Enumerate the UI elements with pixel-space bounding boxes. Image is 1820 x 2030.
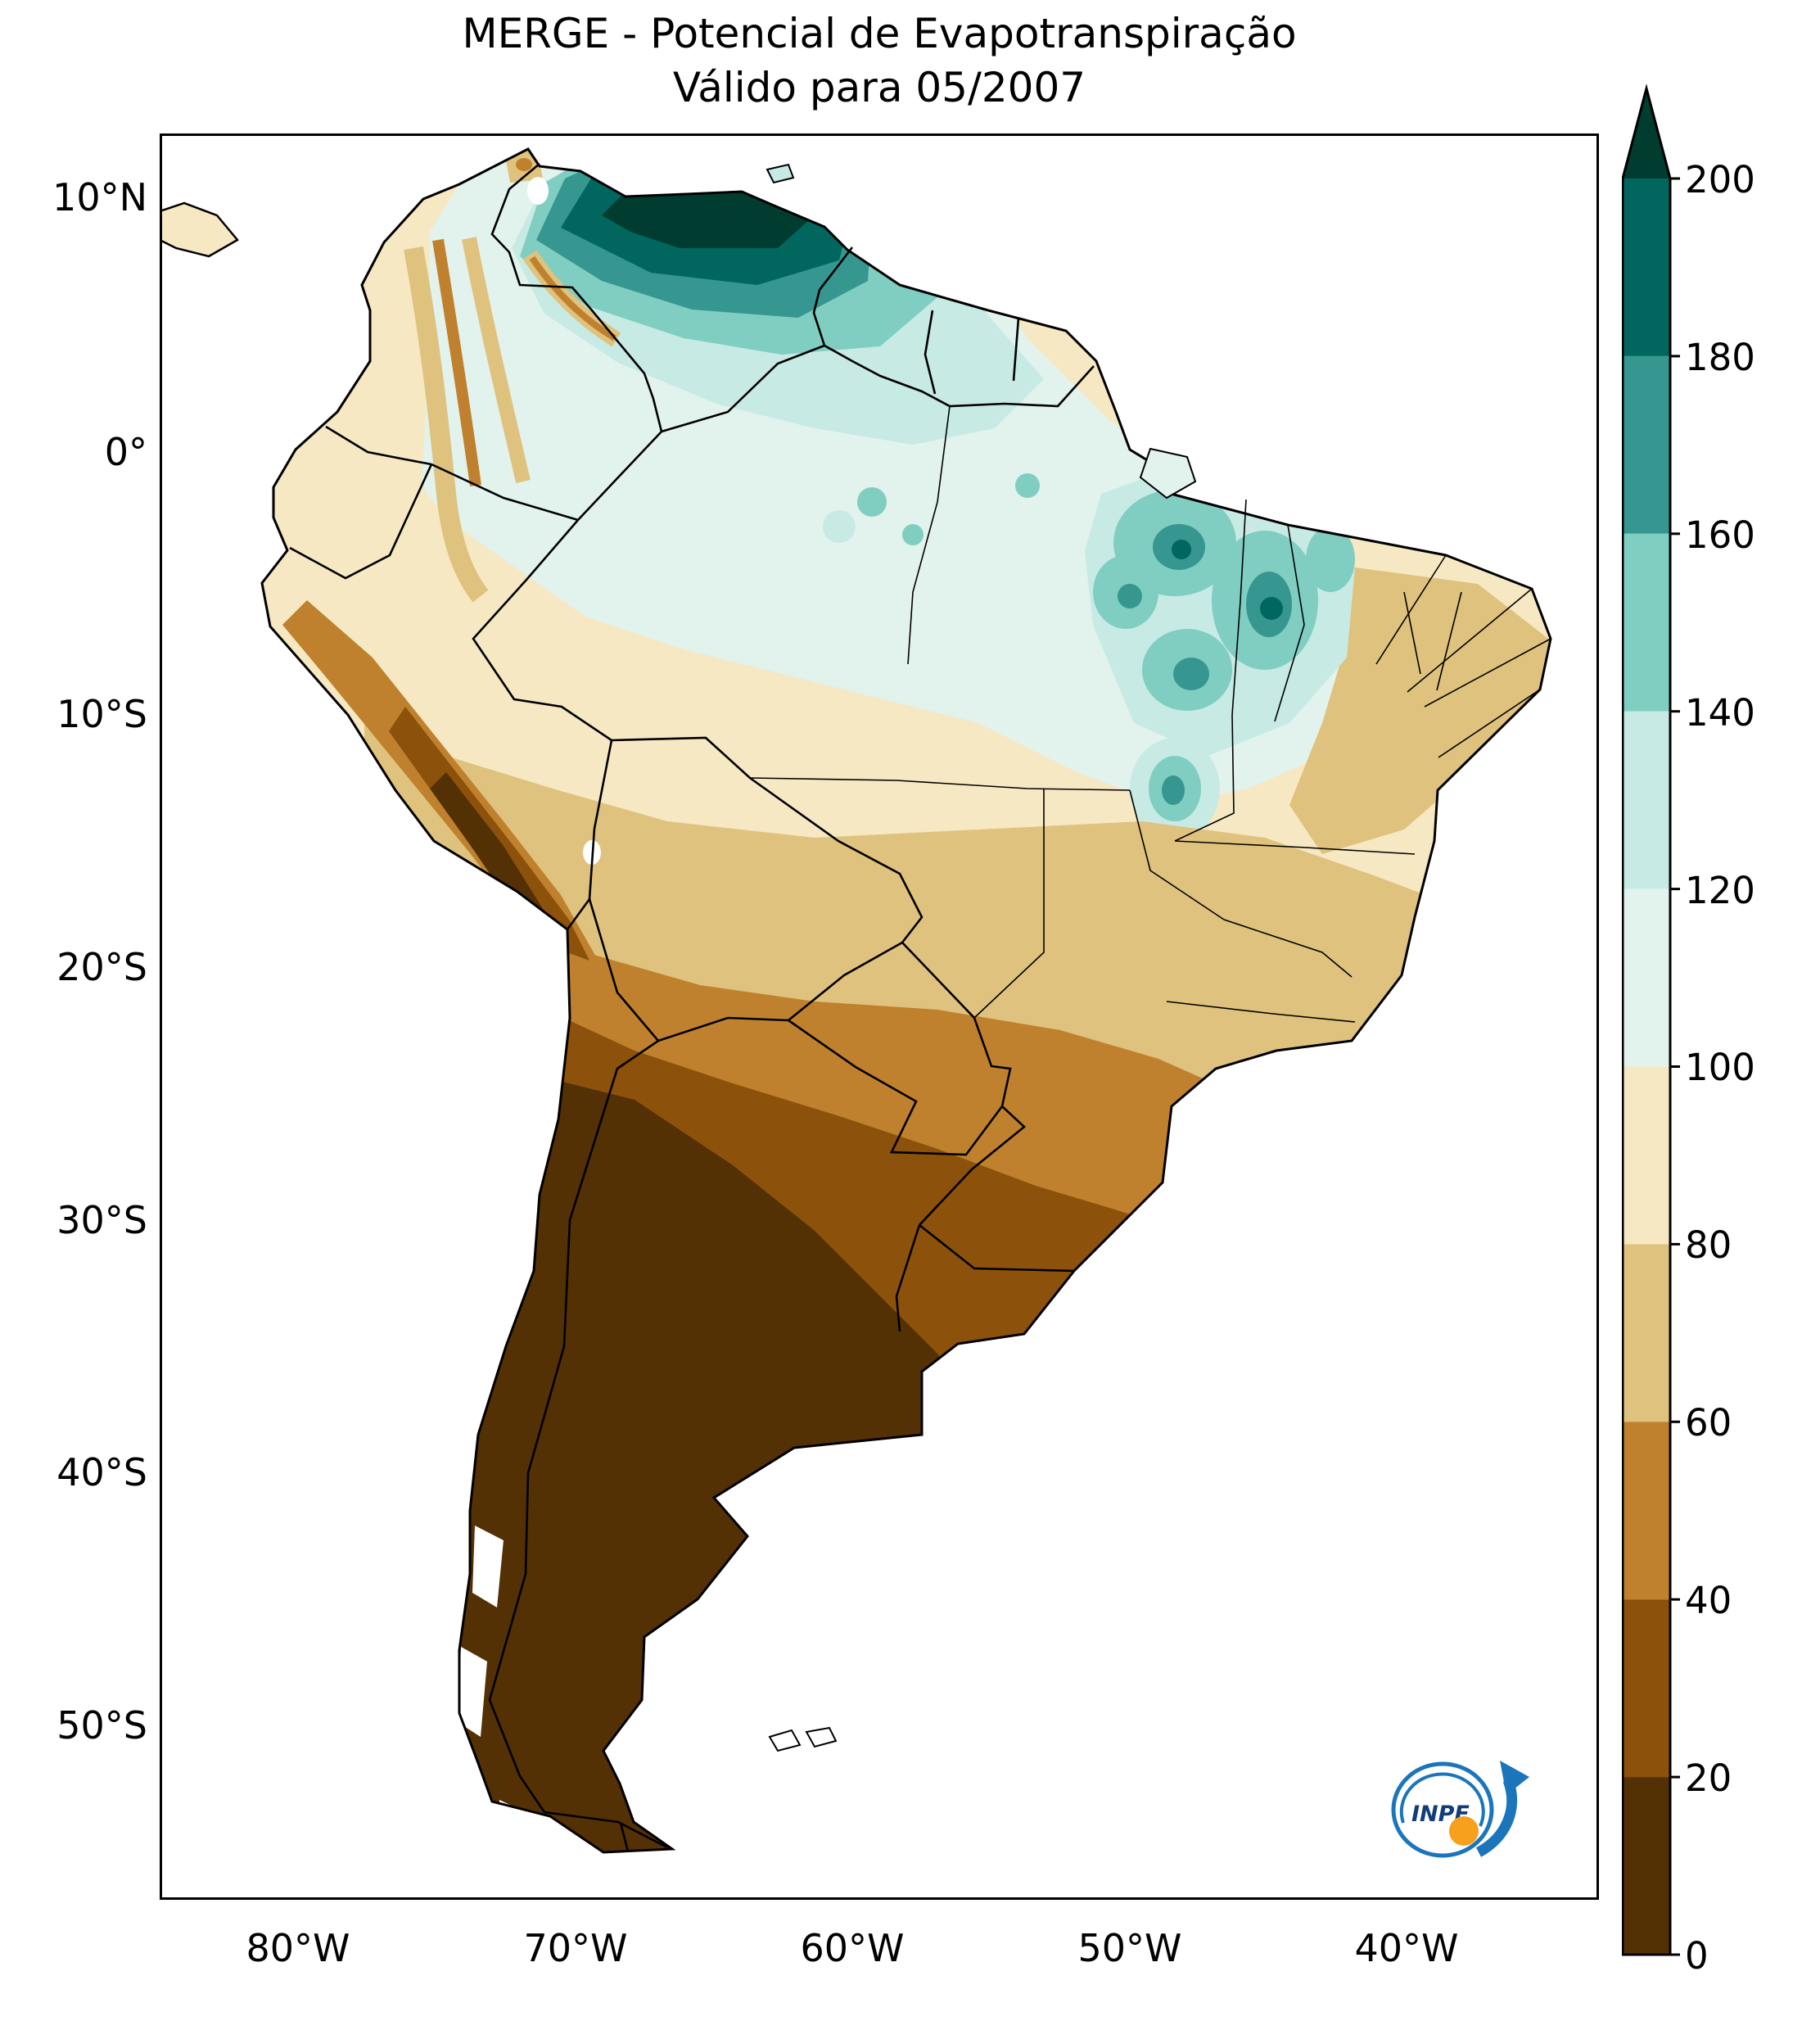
small-island (768, 1729, 802, 1752)
x-axis-tick-label: 60°W (800, 1926, 905, 1970)
y-axis-tick-label: 40°S (56, 1450, 147, 1494)
inpe-logo: INPE (1391, 1761, 1529, 1858)
colorbar-segment (1623, 533, 1670, 712)
colorbar-tick-label: 100 (1685, 1046, 1755, 1089)
etp-fill-region (1260, 597, 1283, 620)
x-axis-tick-label: 40°W (1354, 1926, 1459, 1970)
colorbar-segment (1623, 179, 1670, 356)
logo-orange-dot (1449, 1816, 1479, 1846)
marajo-island (1139, 447, 1197, 500)
x-axis-tick-label: 50°W (1077, 1926, 1182, 1970)
colorbar (1622, 84, 1680, 1956)
colorbar-tick-label: 160 (1685, 513, 1755, 557)
etp-fill-region (516, 158, 532, 171)
national-borders (289, 163, 1095, 1852)
figure-title: MERGE - Potencial de Evapotranspiração V… (160, 7, 1599, 115)
etp-fill-region (529, 255, 617, 341)
colorbar-segment (1623, 1422, 1670, 1600)
y-axis-tick-label: 30°S (56, 1198, 147, 1242)
panama-sliver (160, 201, 239, 258)
no-data-gap (445, 1452, 467, 1499)
colorbar-segment (1623, 711, 1670, 889)
south-america-map: INPE (160, 133, 1599, 1900)
title-line2: Válido para 05/2007 (672, 64, 1086, 111)
trinidad-island (765, 163, 795, 184)
colorbar-tick-marks (1670, 177, 1680, 1956)
colorbar-segment (1623, 1244, 1670, 1422)
logo-swirl-arc (1399, 1772, 1485, 1827)
colorbar-tick-label: 140 (1685, 691, 1755, 735)
colorbar-tick-label: 40 (1685, 1579, 1732, 1622)
etp-fill-region (1173, 658, 1209, 690)
x-axis-tick-label: 70°W (523, 1926, 628, 1970)
etp-fill-region (462, 237, 531, 484)
no-data-gap (458, 1647, 487, 1737)
colorbar-extend-arrow (1623, 88, 1670, 179)
logo-arrow-head (1500, 1761, 1529, 1795)
colorbar-tick-label: 120 (1685, 869, 1755, 912)
colorbar-tick-label: 200 (1685, 158, 1755, 201)
etp-fill-region (404, 246, 489, 603)
plot-frame (160, 133, 1599, 1900)
islands (765, 163, 1197, 1752)
etp-fill-region (1015, 473, 1040, 498)
colorbar-tick-label: 80 (1685, 1223, 1732, 1267)
colorbar-segment (1623, 1777, 1670, 1955)
y-axis-tick-label: 50°S (56, 1703, 147, 1747)
etp-fill-region (1118, 584, 1142, 608)
no-data-gap (472, 1526, 504, 1607)
etp-fill-group (262, 149, 1551, 1852)
colorbar-tick-label: 0 (1685, 1934, 1709, 1978)
colorbar-segment (1623, 888, 1670, 1067)
y-axis-tick-label: 20°S (56, 945, 147, 989)
colorbar-segment (1623, 355, 1670, 534)
etp-fill-region (902, 524, 924, 545)
x-axis-tick-label: 80°W (246, 1926, 350, 1970)
colorbar-tick-label: 20 (1685, 1756, 1732, 1800)
colorbar-tick-label: 180 (1685, 336, 1755, 379)
etp-fill-region (1289, 567, 1551, 854)
y-axis-tick-label: 10°N (52, 175, 147, 219)
etp-fill-region (432, 238, 481, 486)
etp-fill-region (1306, 527, 1355, 592)
colorbar-tick-label: 60 (1685, 1401, 1732, 1445)
etp-fill-region (857, 487, 887, 517)
etp-fill-region (1162, 775, 1185, 805)
etp-fill-region (823, 510, 856, 543)
colorbar-segment (1623, 1599, 1670, 1778)
coastline (260, 147, 1552, 1854)
etp-fill-region (1172, 540, 1191, 559)
colorbar-segment (1623, 1066, 1670, 1245)
title-line1: MERGE - Potencial de Evapotranspiração (462, 10, 1297, 57)
etp-fill-region (430, 772, 544, 924)
y-axis-tick-label: 0° (104, 430, 147, 474)
state-borders (749, 405, 1551, 1023)
y-axis-tick-label: 10°S (56, 692, 147, 736)
lake-maracaibo (527, 177, 549, 205)
small-island (805, 1726, 838, 1748)
